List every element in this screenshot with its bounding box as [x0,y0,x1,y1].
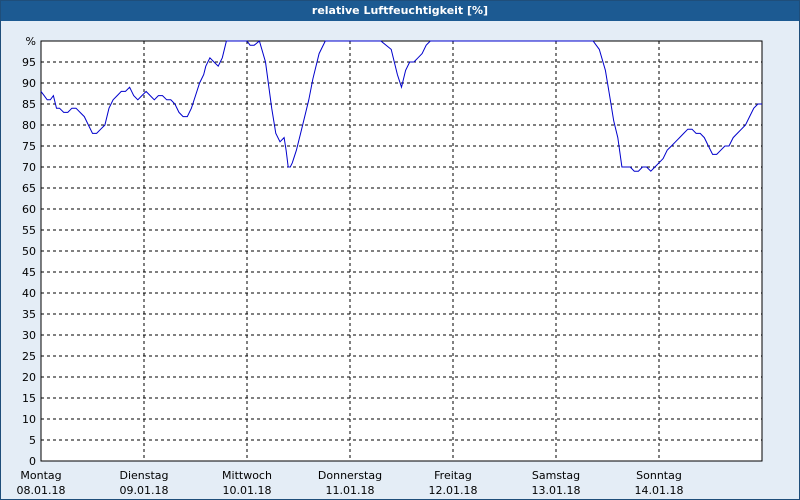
y-tick-label: 60 [22,203,36,216]
x-date-label: 14.01.18 [635,484,684,497]
y-tick-label: 90 [22,77,36,90]
x-day-label: Montag [20,469,61,482]
y-tick-label: 15 [22,392,36,405]
y-tick-label: 40 [22,287,36,300]
x-day-label: Sonntag [636,469,682,482]
x-date-label: 13.01.18 [532,484,581,497]
y-tick-label: 80 [22,119,36,132]
x-day-label: Donnerstag [318,469,382,482]
series-group [40,40,762,172]
x-date-label: 12.01.18 [429,484,478,497]
y-tick-label: 85 [22,98,36,111]
x-date-label: 10.01.18 [223,484,272,497]
y-tick-label: 45 [22,266,36,279]
x-day-label: Mittwoch [222,469,272,482]
y-tick-label: 25 [22,350,36,363]
x-date-label: 11.01.18 [326,484,375,497]
y-axis-label: % [26,35,36,48]
y-tick-label: 50 [22,245,36,258]
y-tick-label: 55 [22,224,36,237]
y-tick-label: 65 [22,182,36,195]
x-date-label: 08.01.18 [17,484,66,497]
y-tick-label: 35 [22,308,36,321]
y-axis-ticks: 0 5 10 15 20 25 30 35 40 45 50 55 60 65 70 75 80 85 90 95 [22,56,36,468]
grid-lines [41,41,762,461]
y-tick-label: 30 [22,329,36,342]
y-tick-label: 0 [29,455,36,468]
y-tick-label: 70 [22,161,36,174]
x-day-label: Samstag [532,469,580,482]
y-tick-label: 75 [22,140,36,153]
y-tick-label: 10 [22,413,36,426]
x-axis-labels: Montag 08.01.18 Dienstag 09.01.18 Mittwoch 10… [17,469,684,497]
y-tick-label: 95 [22,56,36,69]
y-tick-label: 5 [29,434,36,447]
humidity-series-line [40,40,762,172]
y-tick-label: 20 [22,371,36,384]
x-day-label: Freitag [434,469,472,482]
x-date-label: 09.01.18 [120,484,169,497]
x-day-label: Dienstag [119,469,168,482]
chart-title: relative Luftfeuchtigkeit [%] [1,1,799,21]
